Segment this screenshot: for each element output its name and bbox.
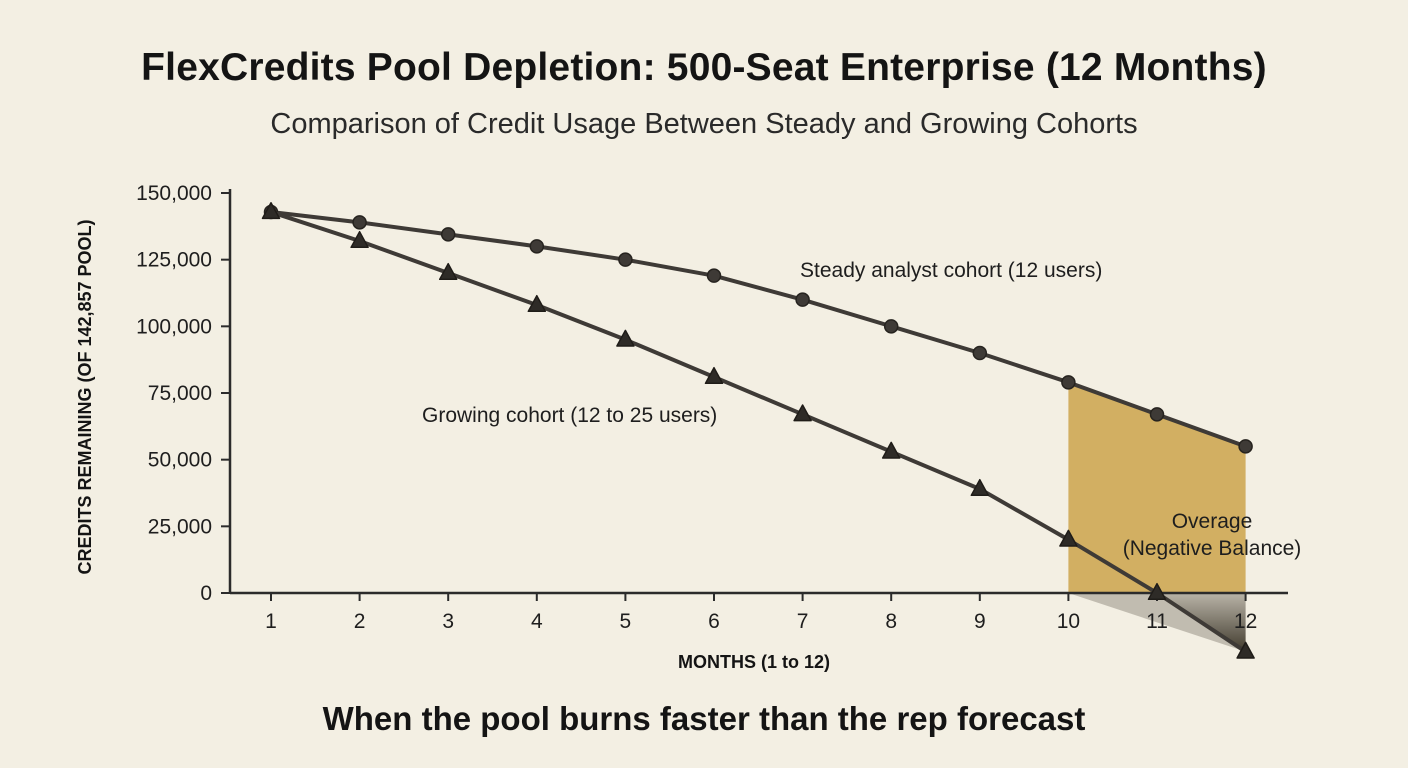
- series-label-steady: Steady analyst cohort (12 users): [800, 259, 1102, 282]
- data-point-growing: [704, 366, 724, 385]
- overage-fill: [1068, 382, 1246, 593]
- data-point-steady: [972, 345, 988, 361]
- x-axis-title: MONTHS (1 to 12): [678, 652, 830, 672]
- data-point-steady: [795, 292, 810, 307]
- data-point-growing: [438, 262, 458, 281]
- ticks: 0 25,000 50,000 75,000 100,000 125,000 150,000…: [136, 182, 1257, 633]
- data-point-growing: [793, 404, 812, 422]
- chart-footer: When the pool burns faster than the rep …: [322, 700, 1086, 737]
- data-point-growing: [350, 230, 369, 249]
- x-tick-label: 2: [354, 610, 366, 633]
- x-tick-label: 11: [1146, 610, 1168, 633]
- data-point-growing: [970, 478, 990, 497]
- data-point-growing: [527, 294, 547, 313]
- data-point-growing: [1147, 582, 1167, 601]
- series-label-growing: Growing cohort (12 to 25 users): [422, 404, 717, 427]
- data-point-growing: [1059, 529, 1078, 547]
- y-tick-label: 100,000: [136, 315, 212, 338]
- chart-subtitle: Comparison of Credit Usage Between Stead…: [270, 108, 1138, 140]
- data-point-growing: [616, 329, 635, 347]
- x-tick-label: 1: [265, 610, 277, 633]
- x-tick-label: 8: [885, 610, 897, 633]
- data-point-steady: [1061, 375, 1076, 390]
- y-tick-label: 150,000: [136, 182, 212, 205]
- y-tick-label: 50,000: [148, 449, 212, 472]
- series-labels: Steady analyst cohort (12 users) Growing…: [422, 259, 1301, 560]
- series-line-growing: [269, 210, 1248, 654]
- x-tick-label: 10: [1057, 610, 1080, 633]
- data-point-steady: [1149, 407, 1165, 422]
- series: [261, 201, 1255, 659]
- data-point-steady: [529, 239, 545, 254]
- data-point-steady: [706, 268, 722, 283]
- data-point-steady: [618, 252, 633, 267]
- data-point-growing: [261, 201, 281, 220]
- chart-title: FlexCredits Pool Depletion: 500-Seat Ent…: [141, 46, 1267, 89]
- data-point-steady: [1238, 439, 1253, 454]
- data-point-growing: [1236, 641, 1255, 659]
- y-tick-label: 125,000: [136, 249, 212, 272]
- x-tick-label: 3: [442, 610, 454, 633]
- y-axis-title: CREDITS REMAINING (OF 142,857 POOL): [75, 219, 95, 574]
- data-point-steady: [352, 215, 367, 230]
- x-tick-label: 12: [1234, 610, 1257, 633]
- series-line-steady: [269, 210, 1248, 449]
- x-tick-label: 7: [797, 610, 809, 633]
- x-tick-label: 5: [620, 610, 632, 633]
- x-tick-label: 9: [974, 610, 986, 633]
- y-tick-label: 75,000: [148, 382, 212, 405]
- x-tick-label: 4: [531, 610, 543, 633]
- y-tick-label: 0: [200, 582, 212, 605]
- data-point-growing: [881, 441, 901, 459]
- data-point-steady: [440, 227, 456, 242]
- overage-label-line2: (Negative Balance): [1123, 537, 1302, 560]
- y-tick-label: 25,000: [148, 515, 212, 538]
- data-point-steady: [883, 319, 899, 334]
- x-tick-label: 6: [708, 610, 720, 633]
- overage-label-line1: Overage: [1172, 510, 1253, 533]
- overage-shadow: [1068, 593, 1246, 652]
